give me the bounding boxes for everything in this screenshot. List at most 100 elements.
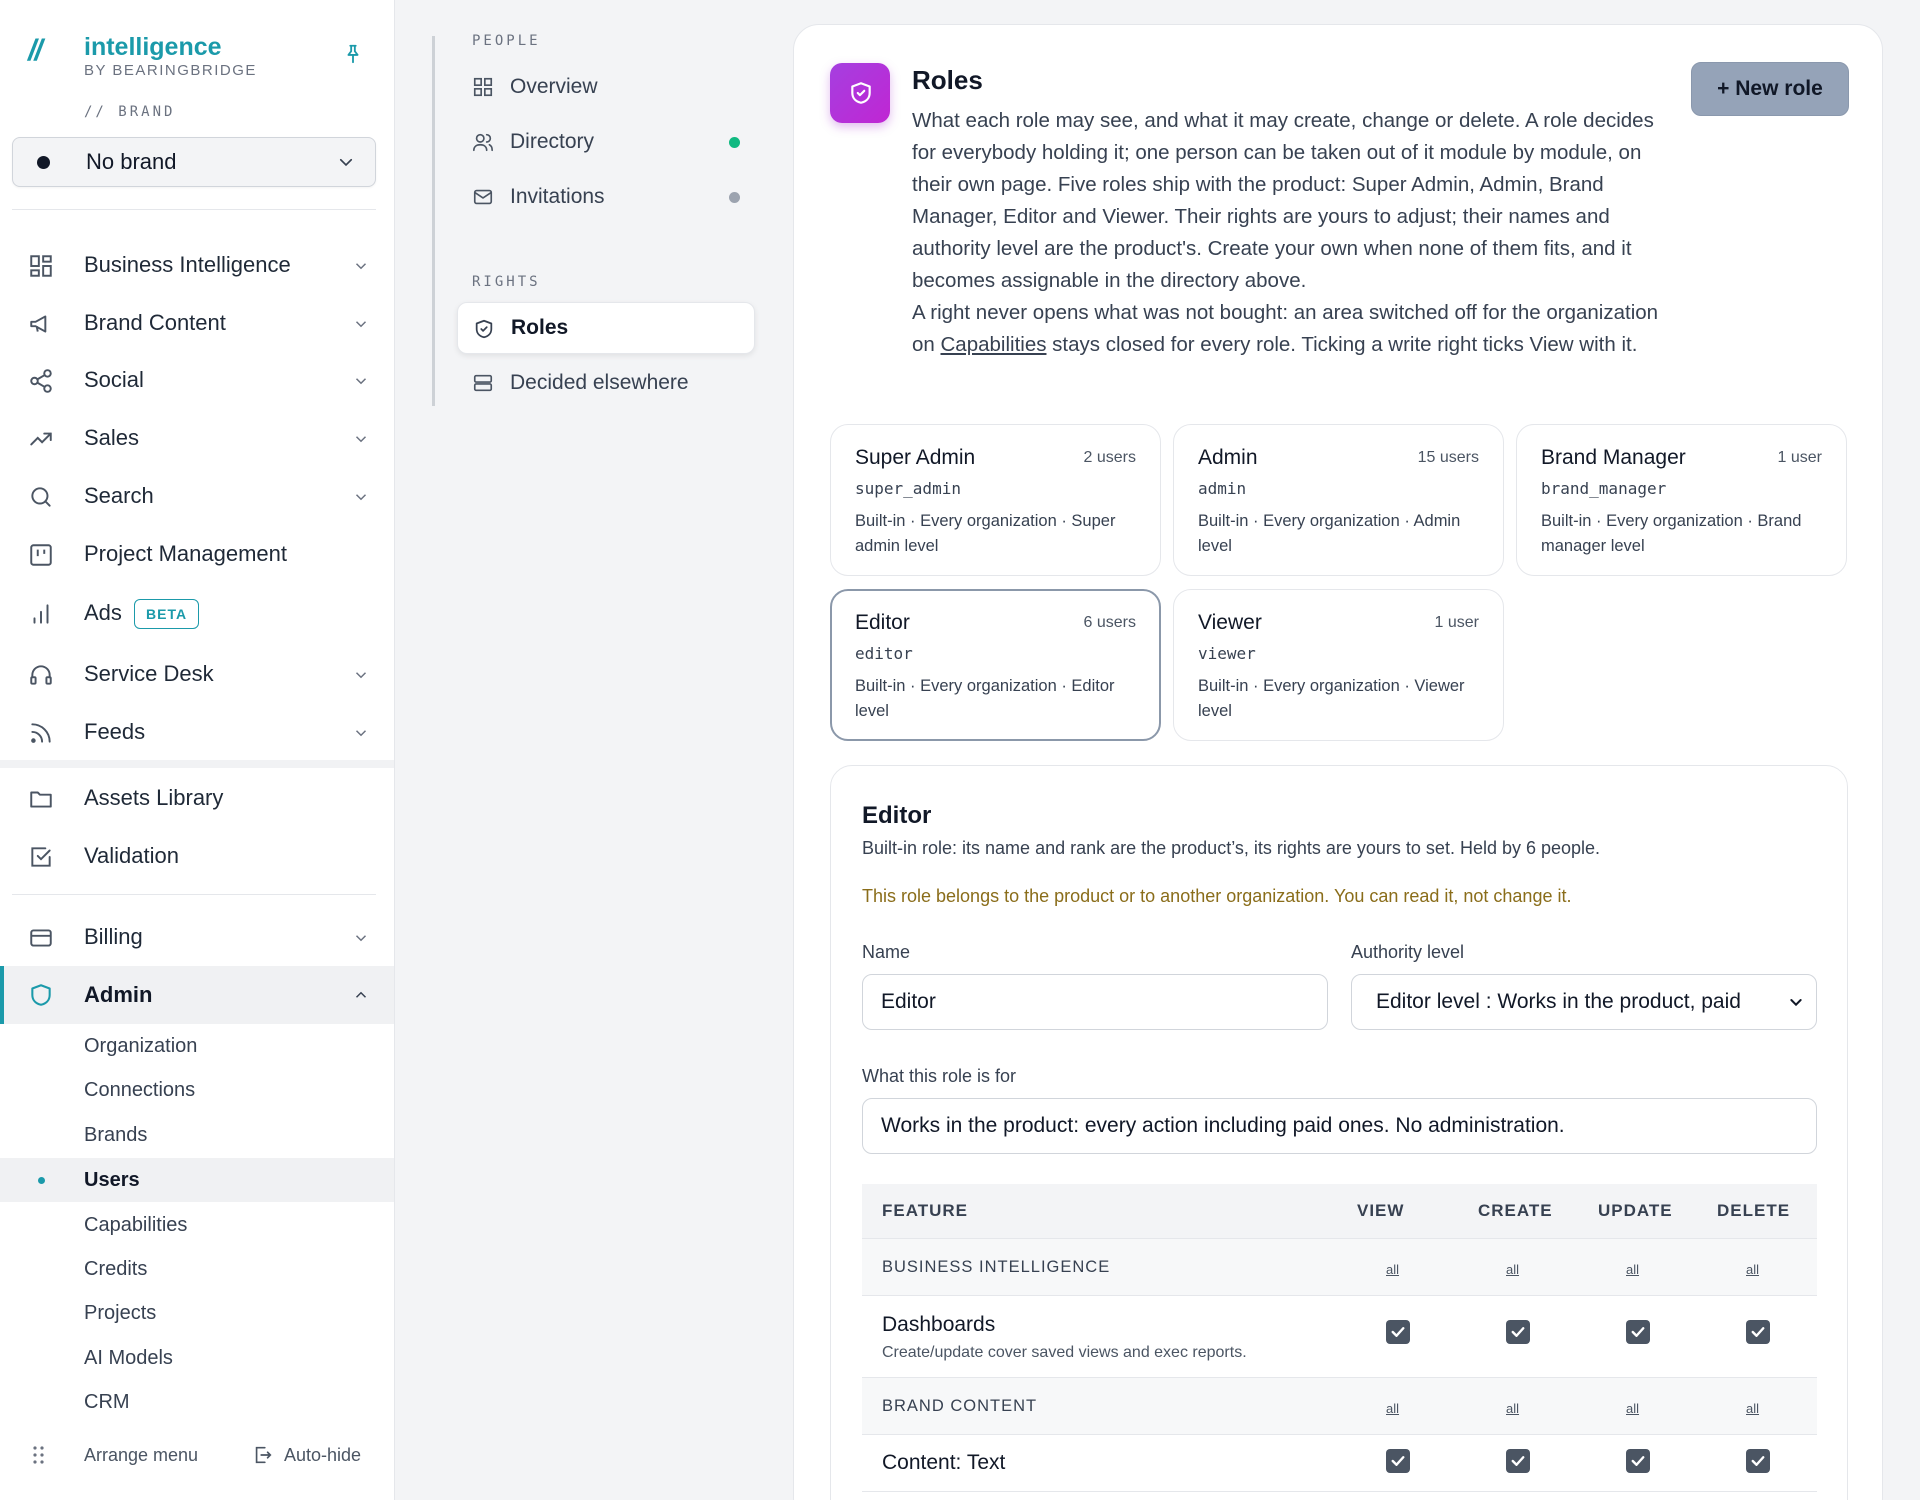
- admin-sub-credits[interactable]: Credits: [0, 1247, 394, 1291]
- table-header: FEATURE VIEW CREATE UPDATE DELETE: [862, 1184, 1817, 1239]
- megaphone-icon: [30, 315, 47, 333]
- drag-grip-icon[interactable]: [32, 1444, 46, 1466]
- admin-sub-connections[interactable]: Connections: [0, 1068, 394, 1112]
- delete-checkbox[interactable]: [1746, 1449, 1770, 1473]
- check-icon: [1391, 1327, 1405, 1337]
- authority-select-value: Editor level : Works in the product, pai…: [1376, 990, 1741, 1013]
- purpose-label: What this role is for: [862, 1066, 1017, 1086]
- role-card-viewer[interactable]: Viewer 1 user viewer Built-in · Every or…: [1173, 589, 1504, 741]
- app-logo[interactable]: // intelligence BY BEARINGBRIDGE: [28, 34, 257, 79]
- table-row: Dashboards Create/update cover saved vie…: [862, 1296, 1817, 1378]
- delete-checkbox[interactable]: [1746, 1320, 1770, 1344]
- role-card-super-admin[interactable]: Super Admin 2 users super_admin Built-in…: [830, 424, 1161, 576]
- nav-separator: [0, 760, 394, 768]
- capabilities-link[interactable]: Capabilities: [940, 333, 1047, 356]
- subnav-rail: [432, 36, 435, 406]
- status-dot: [729, 137, 740, 148]
- admin-sub-capabilities[interactable]: Capabilities: [0, 1203, 394, 1247]
- pin-icon[interactable]: [342, 42, 364, 66]
- subnav-item-overview[interactable]: Overview: [457, 61, 755, 113]
- page-description-2: A right never opens what was not bought:…: [912, 297, 1672, 361]
- nav-item-project-management[interactable]: Project Management: [0, 528, 394, 580]
- select-all-delete[interactable]: all: [1746, 1401, 1760, 1416]
- name-input[interactable]: Editor: [862, 974, 1328, 1030]
- subnav-item-decided-elsewhere[interactable]: Decided elsewhere: [457, 357, 755, 409]
- users-icon: [473, 133, 493, 152]
- role-card-admin[interactable]: Admin 15 users admin Built-in · Every or…: [1173, 424, 1504, 576]
- nav-item-search[interactable]: Search: [0, 470, 394, 522]
- brand-select[interactable]: No brand: [12, 137, 376, 187]
- nav-item-social[interactable]: Social: [0, 354, 394, 406]
- new-role-button[interactable]: + New role: [1691, 62, 1849, 116]
- mail-icon: [473, 189, 493, 205]
- subnav-item-roles[interactable]: Roles: [457, 302, 755, 354]
- role-name: Brand Manager: [1541, 446, 1686, 469]
- sub-label: CRM: [84, 1390, 130, 1413]
- nav-item-service-desk[interactable]: Service Desk: [0, 648, 394, 700]
- select-all-view[interactable]: all: [1386, 1262, 1400, 1277]
- chevron-down-icon: [355, 378, 367, 385]
- nav-item-business-intelligence[interactable]: Business Intelligence: [0, 239, 394, 291]
- nav-label: Sales: [84, 425, 140, 450]
- sidebar: // intelligence BY BEARINGBRIDGE // BRAN…: [0, 0, 395, 1500]
- nav-item-feeds[interactable]: Feeds: [0, 706, 394, 758]
- subnav-item-directory[interactable]: Directory: [457, 116, 755, 168]
- select-all-create[interactable]: all: [1506, 1262, 1520, 1277]
- role-card-editor[interactable]: Editor 6 users editor Built-in · Every o…: [830, 589, 1161, 741]
- table-row: Content: Text: [862, 1435, 1817, 1492]
- role-name: Admin: [1198, 446, 1258, 469]
- role-name: Super Admin: [855, 446, 976, 469]
- dashboard-grid-icon: [30, 255, 52, 277]
- chevron-down-icon: [355, 263, 367, 270]
- nav-item-validation[interactable]: Validation: [0, 830, 394, 882]
- subnav-item-invitations[interactable]: Invitations: [457, 171, 755, 223]
- feature-name: Dashboards: [882, 1313, 996, 1336]
- editor-title: Editor: [862, 802, 932, 829]
- auto-hide-button[interactable]: Auto-hide: [284, 1445, 362, 1465]
- nav-item-billing[interactable]: Billing: [0, 911, 394, 963]
- divider: [12, 894, 376, 895]
- select-all-view[interactable]: all: [1386, 1401, 1400, 1416]
- select-all-update[interactable]: all: [1626, 1262, 1640, 1277]
- brand-select-value: No brand: [86, 149, 177, 174]
- checkbox-icon: [31, 847, 51, 867]
- name-label: Name: [862, 942, 911, 962]
- arrange-menu-button[interactable]: Arrange menu: [84, 1445, 199, 1465]
- create-checkbox[interactable]: [1506, 1320, 1530, 1344]
- nav-item-sales[interactable]: Sales: [0, 412, 394, 464]
- nav-label: Validation: [84, 843, 179, 868]
- admin-sub-brands[interactable]: Brands: [0, 1113, 394, 1157]
- role-card-brand-manager[interactable]: Brand Manager 1 user brand_manager Built…: [1516, 424, 1847, 576]
- nav-label: Admin: [84, 982, 153, 1007]
- update-checkbox[interactable]: [1626, 1449, 1650, 1473]
- admin-sub-organization[interactable]: Organization: [0, 1024, 394, 1068]
- admin-sub-projects[interactable]: Projects: [0, 1291, 394, 1335]
- role-user-count: 15 users: [1417, 449, 1479, 466]
- nav-item-brand-content[interactable]: Brand Content: [0, 297, 394, 349]
- role-name: Viewer: [1198, 611, 1262, 634]
- role-key: admin: [1198, 479, 1247, 498]
- logo-mark: //: [28, 34, 43, 67]
- admin-sub-users[interactable]: Users: [0, 1158, 394, 1202]
- update-checkbox[interactable]: [1626, 1320, 1650, 1344]
- admin-sub-crm[interactable]: CRM: [0, 1380, 394, 1424]
- create-checkbox[interactable]: [1506, 1449, 1530, 1473]
- kanban-icon: [30, 544, 52, 566]
- shield-check-icon: [475, 319, 493, 339]
- authority-select[interactable]: Editor level : Works in the product, pai…: [1351, 974, 1817, 1030]
- nav-item-admin[interactable]: Admin: [0, 966, 394, 1024]
- col-create: CREATE: [1478, 1201, 1553, 1220]
- admin-sub-ai-models[interactable]: AI Models: [0, 1336, 394, 1380]
- desc2-text-a: A right never opens what was not bought:…: [912, 301, 1659, 356]
- select-all-create[interactable]: all: [1506, 1401, 1520, 1416]
- select-all-delete[interactable]: all: [1746, 1262, 1760, 1277]
- nav-item-assets-library[interactable]: Assets Library: [0, 772, 394, 824]
- view-checkbox[interactable]: [1386, 1449, 1410, 1473]
- nav-item-ads[interactable]: Ads BETA: [0, 587, 394, 639]
- nav-label: Service Desk: [84, 661, 214, 686]
- sub-label: Credits: [84, 1257, 148, 1280]
- view-checkbox[interactable]: [1386, 1320, 1410, 1344]
- col-update: UPDATE: [1598, 1201, 1673, 1220]
- purpose-input[interactable]: Works in the product: every action inclu…: [862, 1098, 1817, 1154]
- select-all-update[interactable]: all: [1626, 1401, 1640, 1416]
